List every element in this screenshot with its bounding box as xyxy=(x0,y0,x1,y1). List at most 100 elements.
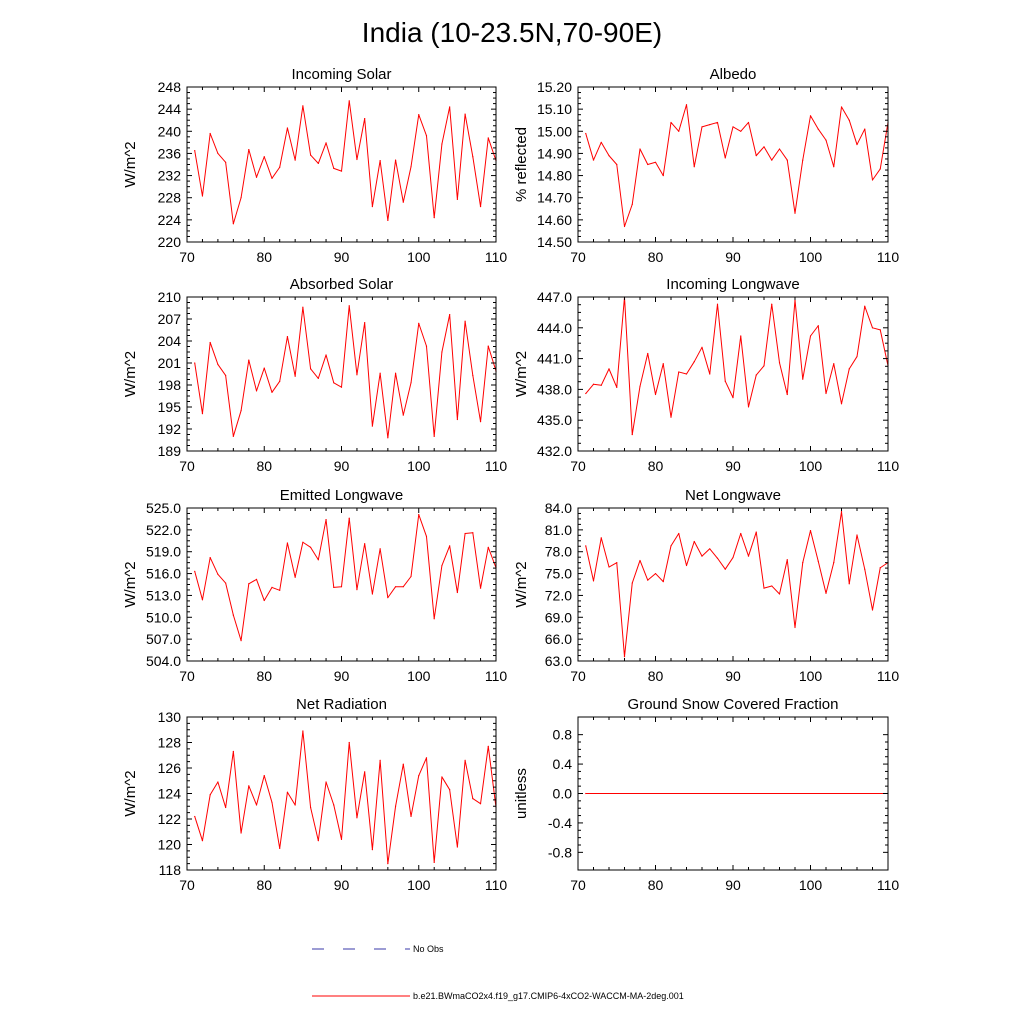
y-tick-label-incoming-solar-0: 220 xyxy=(158,234,182,250)
x-tick-label-albedo-110: 110 xyxy=(877,249,900,265)
x-tick-label-net-longwave-80: 80 xyxy=(648,668,664,684)
data-point-albedo-108 xyxy=(871,179,874,181)
data-point-net-radiation-104 xyxy=(449,789,451,791)
data-point-net-longwave-101 xyxy=(817,560,819,562)
x-tick-label-net-radiation-70: 70 xyxy=(179,877,195,893)
data-point-incoming-solar-74 xyxy=(217,152,219,155)
data-point-albedo-94 xyxy=(763,146,765,148)
data-point-incoming-longwave-86 xyxy=(701,346,703,348)
data-point-net-radiation-71 xyxy=(194,815,196,818)
data-point-incoming-longwave-103 xyxy=(833,363,835,365)
data-point-incoming-longwave-91 xyxy=(740,335,742,337)
data-point-incoming-solar-100 xyxy=(418,114,420,116)
x-tick-label-emitted-longwave-100: 100 xyxy=(407,668,431,684)
data-point-absorbed-solar-81 xyxy=(271,391,273,393)
data-point-absorbed-solar-78 xyxy=(248,359,250,361)
data-point-albedo-86 xyxy=(701,126,703,128)
data-point-absorbed-solar-74 xyxy=(217,363,219,366)
y-axis-label-albedo: % reflected xyxy=(513,127,530,202)
data-point-net-longwave-91 xyxy=(740,532,742,535)
y-tick-label-net-longwave-4: 75.0 xyxy=(545,566,572,582)
y-tick-label-net-longwave-3: 72.0 xyxy=(545,587,572,603)
data-point-net-longwave-100 xyxy=(809,529,812,532)
data-point-incoming-solar-93 xyxy=(364,117,366,120)
y-axis-label-net-radiation: W/m^2 xyxy=(122,770,139,816)
data-point-net-longwave-75 xyxy=(616,562,618,564)
y-tick-label-ground-snow-covered-fraction-3: 0.4 xyxy=(553,756,573,772)
data-point-net-radiation-89 xyxy=(333,804,335,806)
y-tick-label-incoming-solar-2: 228 xyxy=(158,190,182,206)
data-point-incoming-longwave-93 xyxy=(755,374,757,376)
data-point-incoming-solar-106 xyxy=(464,113,466,115)
data-point-net-radiation-84 xyxy=(294,804,296,806)
data-point-albedo-107 xyxy=(864,128,866,130)
plot-frame-net-radiation xyxy=(186,716,497,871)
data-point-net-radiation-106 xyxy=(464,759,466,761)
data-point-net-longwave-71 xyxy=(585,545,587,547)
data-point-emitted-longwave-109 xyxy=(487,546,489,548)
x-tick-label-net-radiation-100: 100 xyxy=(407,877,431,893)
data-point-absorbed-solar-79 xyxy=(255,390,258,392)
data-point-incoming-solar-89 xyxy=(333,167,335,169)
data-point-net-radiation-102 xyxy=(433,861,435,863)
y-tick-label-absorbed-solar-7: 210 xyxy=(158,289,182,305)
data-point-net-longwave-97 xyxy=(786,559,788,561)
data-point-incoming-longwave-81 xyxy=(662,363,664,365)
data-point-albedo-93 xyxy=(755,155,757,157)
data-point-net-radiation-77 xyxy=(240,832,242,834)
data-point-emitted-longwave-84 xyxy=(294,576,296,578)
data-point-incoming-solar-109 xyxy=(487,137,489,139)
data-point-net-radiation-105 xyxy=(456,846,458,848)
y-tick-label-absorbed-solar-3: 198 xyxy=(158,377,182,393)
data-point-net-longwave-88 xyxy=(716,557,719,559)
data-point-absorbed-solar-80 xyxy=(263,367,265,369)
data-point-net-radiation-97 xyxy=(394,805,397,807)
x-tick-label-albedo-80: 80 xyxy=(648,249,664,265)
data-point-incoming-longwave-80 xyxy=(654,393,657,396)
data-point-incoming-longwave-78 xyxy=(639,385,641,387)
x-tick-label-incoming-solar-100: 100 xyxy=(407,249,431,265)
data-point-incoming-longwave-82 xyxy=(670,416,672,418)
data-point-incoming-longwave-79 xyxy=(647,352,649,355)
data-point-incoming-solar-102 xyxy=(433,217,435,219)
y-tick-label-net-longwave-2: 69.0 xyxy=(545,609,572,625)
data-point-net-longwave-79 xyxy=(647,579,649,581)
data-point-albedo-88 xyxy=(716,121,719,124)
data-point-net-longwave-107 xyxy=(864,568,866,570)
data-point-emitted-longwave-76 xyxy=(232,614,234,616)
data-point-absorbed-solar-109 xyxy=(487,345,489,347)
y-tick-label-incoming-solar-6: 244 xyxy=(158,101,182,117)
data-point-net-longwave-94 xyxy=(763,587,765,589)
data-point-albedo-78 xyxy=(639,148,641,150)
data-point-absorbed-solar-106 xyxy=(464,320,466,322)
y-tick-label-emitted-longwave-5: 519.0 xyxy=(146,544,181,560)
x-tick-label-albedo-100: 100 xyxy=(799,249,823,265)
panel-title-incoming-longwave: Incoming Longwave xyxy=(666,276,799,293)
chart-panel-ground-snow-covered-fraction: Ground Snow Covered Fraction 70 80 90 100 110… xyxy=(513,696,899,893)
data-point-net-radiation-83 xyxy=(286,791,289,793)
data-point-emitted-longwave-79 xyxy=(255,578,258,581)
data-point-albedo-100 xyxy=(809,115,812,117)
data-point-emitted-longwave-74 xyxy=(217,573,219,575)
data-point-absorbed-solar-85 xyxy=(302,306,304,308)
data-point-net-radiation-109 xyxy=(487,745,489,747)
data-point-incoming-solar-97 xyxy=(394,159,397,161)
x-tick-label-absorbed-solar-70: 70 xyxy=(179,458,195,474)
x-tick-label-emitted-longwave-70: 70 xyxy=(179,668,195,684)
data-point-incoming-solar-81 xyxy=(271,177,273,179)
data-point-net-longwave-83 xyxy=(678,532,680,535)
y-tick-label-incoming-solar-7: 248 xyxy=(158,79,182,95)
data-point-incoming-longwave-84 xyxy=(685,373,688,375)
data-point-net-radiation-78 xyxy=(248,785,250,787)
data-point-incoming-solar-72 xyxy=(201,195,204,197)
data-point-net-longwave-105 xyxy=(848,583,850,585)
data-point-incoming-solar-78 xyxy=(248,148,250,151)
x-tick-label-emitted-longwave-80: 80 xyxy=(256,668,272,684)
y-tick-label-albedo-0: 14.50 xyxy=(537,234,572,250)
data-point-net-longwave-73 xyxy=(600,537,602,539)
y-tick-label-emitted-longwave-6: 522.0 xyxy=(146,522,181,538)
x-tick-label-ground-snow-covered-fraction-80: 80 xyxy=(648,877,664,893)
data-point-net-radiation-107 xyxy=(472,798,474,800)
y-tick-label-absorbed-solar-1: 192 xyxy=(158,421,182,437)
data-point-absorbed-solar-92 xyxy=(356,374,358,376)
